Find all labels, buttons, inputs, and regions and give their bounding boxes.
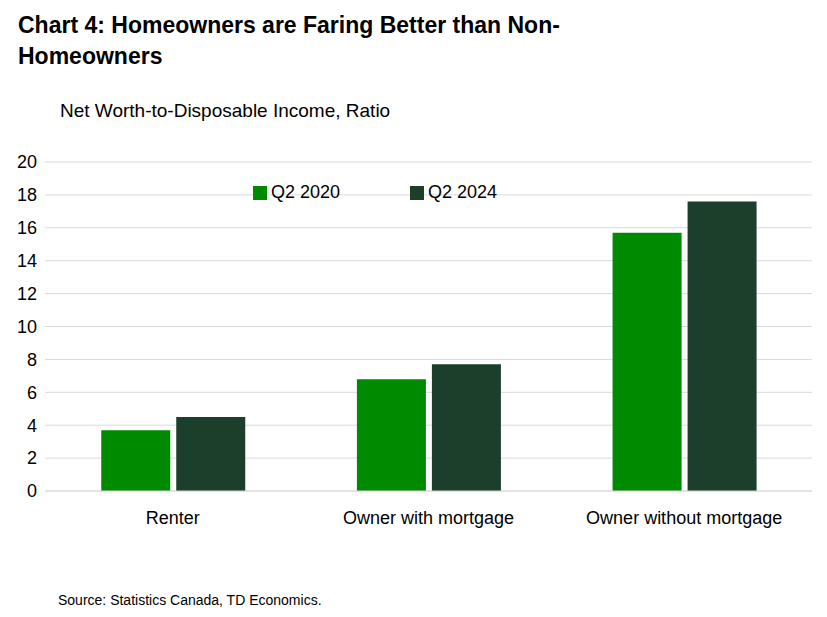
svg-text:16: 16 <box>17 218 37 238</box>
html-text:Q2 2020: Q2 2020 <box>270 182 340 202</box>
svg-text:2: 2 <box>27 448 37 468</box>
svg-text:6: 6 <box>27 383 37 403</box>
svg-text:18: 18 <box>17 185 37 205</box>
svg-text:14: 14 <box>17 251 37 271</box>
svg-text:4: 4 <box>27 416 37 436</box>
svg-text:Renter: Renter <box>146 508 200 528</box>
svg-text:8: 8 <box>27 350 37 370</box>
svg-text:Owner without mortgage: Owner without mortgage <box>586 508 782 528</box>
svg-text:0: 0 <box>27 481 37 501</box>
html-text:Chart 4: Homeowners are Faring: Chart 4: Homeowners are Faring Better th… <box>18 12 560 69</box>
html-text:Source: Statistics Canada, TD: Source: Statistics Canada, TD Economics. <box>58 592 322 608</box>
svg-text:20: 20 <box>17 152 37 172</box>
svg-text:10: 10 <box>17 317 37 337</box>
html-text:Net Worth-to-Disposable Income: Net Worth-to-Disposable Income, Ratio <box>60 100 391 121</box>
svg-text:12: 12 <box>17 284 37 304</box>
html-text:Q2 2024: Q2 2024 <box>428 182 498 202</box>
svg-text:Owner with mortgage: Owner with mortgage <box>343 508 514 528</box>
